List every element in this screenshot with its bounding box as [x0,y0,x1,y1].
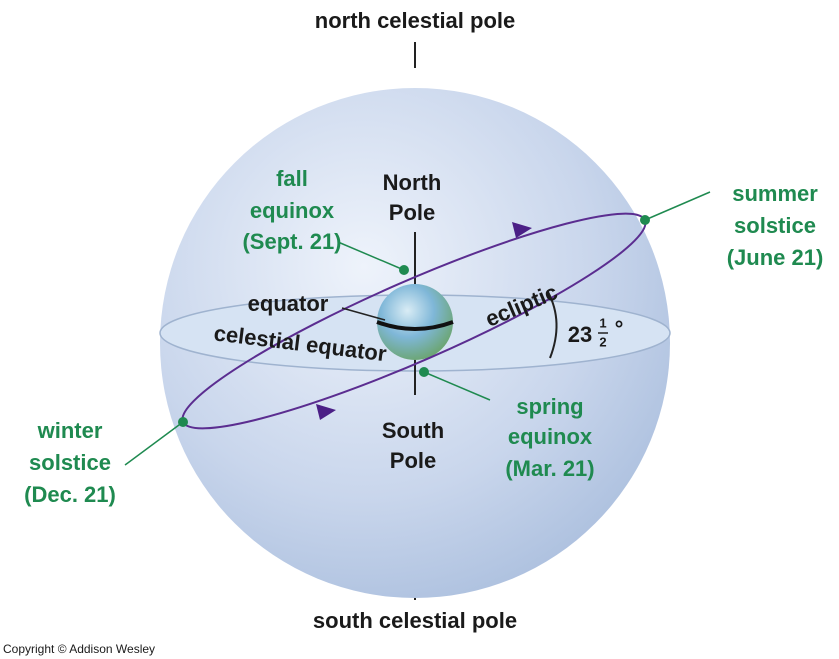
label: summer [732,181,818,206]
earth [377,284,453,360]
label: equinox [250,198,335,223]
label: south celestial pole [313,608,517,633]
label: Pole [390,448,436,473]
arrow [512,222,532,238]
label: 23 [568,322,592,347]
label: (Dec. 21) [24,482,116,507]
label: solstice [29,450,111,475]
label: ° [615,316,624,341]
label: 1 [599,315,606,330]
label: north celestial pole [315,8,516,33]
angle-arc [547,291,558,359]
arrow [316,404,336,420]
label: (June 21) [727,245,824,270]
leaders [124,191,711,466]
label: (Mar. 21) [505,456,594,481]
label: North [383,170,442,195]
label: 2 [599,334,606,349]
points [178,215,650,427]
copyright: Copyright © Addison Wesley [3,642,155,656]
label: (Sept. 21) [242,229,341,254]
label: solstice [734,213,816,238]
label: Pole [389,200,435,225]
earth-equator [376,320,454,331]
label: South [382,418,444,443]
label: winter [37,418,103,443]
equator-leader [341,307,386,321]
label: fall [276,166,308,191]
label: equator [248,291,329,316]
label: equinox [508,424,593,449]
label: spring [516,394,583,419]
